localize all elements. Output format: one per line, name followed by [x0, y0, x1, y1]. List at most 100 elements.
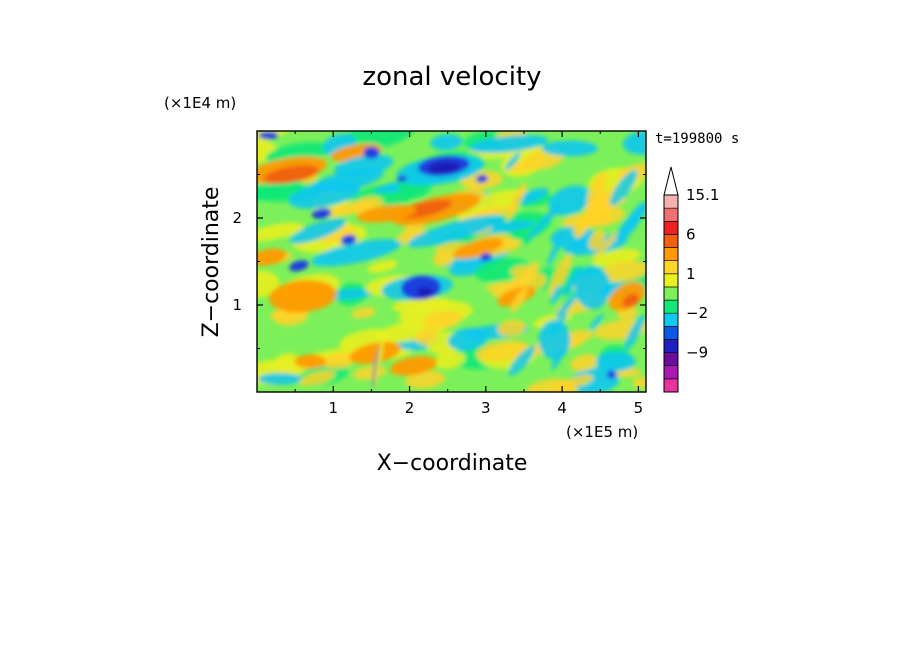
contour-blob — [479, 253, 492, 262]
colorbar-segment — [663, 352, 679, 367]
contour-blob — [257, 270, 280, 298]
contour-blob — [288, 180, 360, 209]
contour-blob — [632, 376, 646, 389]
contour-blob — [474, 257, 529, 282]
x-tick-label: 5 — [634, 399, 644, 417]
contour-blob — [340, 234, 357, 245]
contour-blob — [510, 287, 528, 313]
contour-blob — [594, 230, 621, 258]
contour-blob — [342, 131, 415, 150]
contour-blob — [552, 381, 577, 392]
x-tick-label: 4 — [557, 399, 567, 417]
y-axis: 12 — [232, 174, 646, 349]
contour-blob — [508, 345, 536, 376]
x-tick-label: 3 — [481, 399, 491, 417]
contour-blob — [257, 222, 304, 242]
contour-blob — [294, 354, 327, 369]
contour-blob — [389, 356, 438, 376]
contour-blob — [453, 237, 504, 259]
contour-blob — [268, 280, 337, 313]
contour-blob — [263, 165, 319, 184]
contour-blob — [497, 319, 526, 337]
x-tick-label: 2 — [405, 399, 415, 417]
contour-blob — [555, 293, 578, 319]
contour-blob — [351, 307, 376, 319]
contour-blob — [588, 229, 605, 251]
contour-blob — [311, 239, 402, 267]
contour-blob — [622, 293, 640, 308]
contour-blob — [328, 200, 376, 217]
colorbar-tick-label: 15.1 — [686, 186, 719, 204]
contour-blob — [405, 370, 446, 389]
heatmap-contours — [257, 131, 646, 392]
contour-blob — [349, 341, 401, 365]
contour-blob — [289, 260, 309, 272]
colorbar-segment — [663, 194, 679, 209]
colorbar-segment — [663, 273, 679, 288]
contour-blob — [363, 146, 380, 159]
colorbar-segment — [663, 260, 679, 275]
contour-blob — [414, 328, 438, 345]
y-tick-label: 2 — [232, 209, 242, 227]
colorbar-tick-label: −9 — [686, 344, 708, 362]
contour-blob — [563, 265, 582, 298]
contour-blob — [407, 214, 504, 248]
contour-blob — [416, 286, 433, 297]
x-axis: 1 2 3 4 5 — [294, 131, 644, 417]
y-axis-label: Z−coordinate — [199, 187, 224, 338]
contour-blob — [504, 152, 521, 171]
contour-blob — [519, 261, 539, 287]
contour-blob — [508, 160, 535, 173]
contour-blob — [311, 208, 332, 219]
colorbar-segment — [663, 220, 679, 235]
y-axis-multiplier: (×1E4 m) — [164, 94, 236, 112]
contour-blob — [541, 140, 598, 157]
contour-blob — [609, 169, 638, 206]
contour-blob — [468, 135, 549, 154]
contour-blob — [374, 335, 384, 388]
time-label: t=199800 s — [655, 131, 739, 147]
colorbar-segment — [663, 299, 679, 314]
colorbar-segment — [663, 339, 679, 353]
contour-blob — [583, 191, 608, 218]
colorbar-segment — [663, 312, 679, 327]
contour-blob — [257, 372, 302, 385]
contour-blob — [447, 327, 488, 351]
heatmap-field — [257, 131, 646, 392]
contour-blob — [258, 131, 279, 140]
x-axis-label: X−coordinate — [377, 451, 528, 476]
contour-blob — [586, 171, 607, 207]
colorbar: 15.1 6 1 −2 −9 — [663, 166, 719, 393]
colorbar-segment — [663, 378, 679, 393]
contour-blob — [299, 370, 336, 386]
colorbar-segment — [663, 234, 679, 248]
colorbar-frame — [663, 194, 679, 393]
colorbar-tick-label: 1 — [686, 265, 696, 283]
colorbar-segment — [663, 286, 679, 301]
chart-title: zonal velocity — [362, 62, 541, 92]
contour-blob — [547, 231, 564, 267]
colorbar-segment — [663, 207, 679, 222]
x-axis-multiplier: (×1E5 m) — [566, 423, 638, 441]
contour-blob — [476, 174, 488, 183]
contour-blob — [589, 313, 604, 331]
colorbar-extend-max — [663, 166, 679, 196]
colorbar-segment — [663, 365, 679, 380]
contour-blob — [505, 182, 527, 221]
contour-blob — [334, 154, 394, 177]
contour-blob — [356, 204, 417, 223]
contour-blob — [449, 256, 498, 277]
colorbar-tick-label: −2 — [686, 304, 708, 322]
contour-blob — [367, 260, 398, 273]
contour-blob — [396, 175, 407, 182]
contour-blob — [432, 252, 454, 267]
contour-blob — [433, 351, 466, 369]
contour-blob — [622, 131, 646, 155]
colorbar-tick-label: 6 — [686, 225, 696, 243]
contour-blob — [430, 133, 463, 151]
y-tick-label: 1 — [232, 296, 242, 314]
contour-blob — [550, 285, 563, 305]
contour-blob — [289, 218, 347, 244]
contour-blob — [473, 206, 518, 217]
